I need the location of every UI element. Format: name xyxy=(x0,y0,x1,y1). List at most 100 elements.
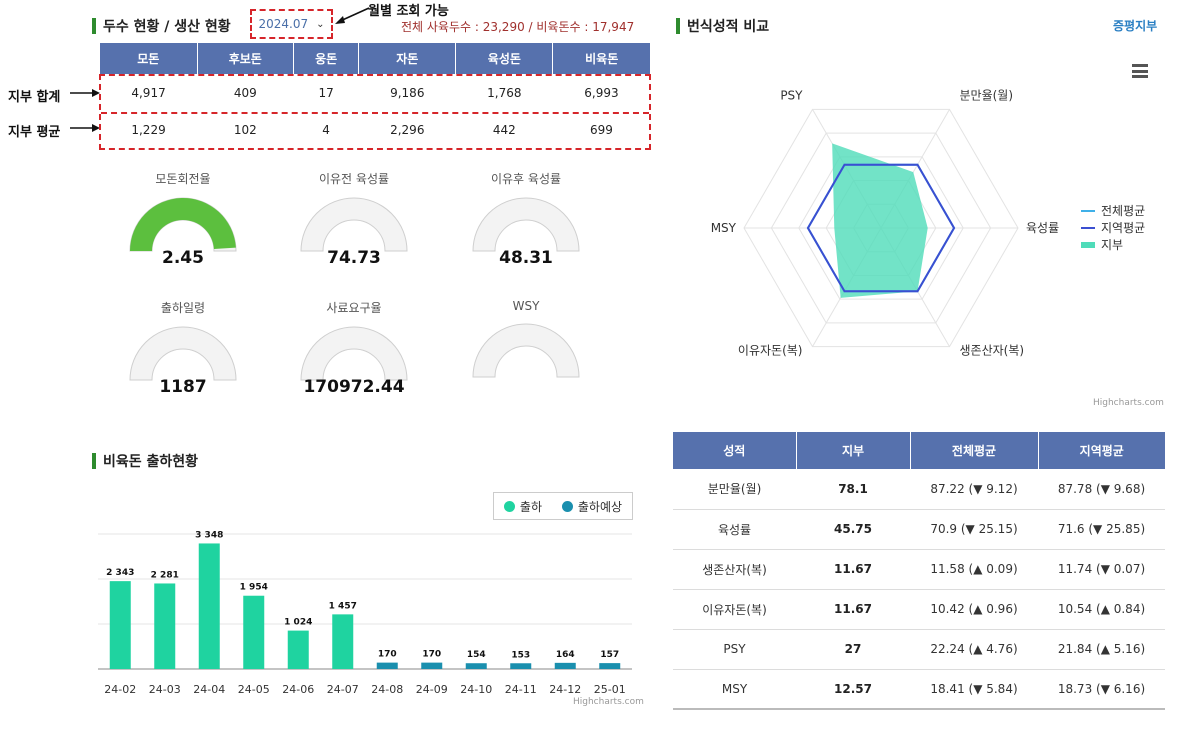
perf-header: 전체평균 xyxy=(910,432,1039,469)
gauge-arc xyxy=(300,197,408,252)
data-label: 164 xyxy=(556,650,575,660)
radar-axis-label: 이유자돈(복) xyxy=(738,344,803,358)
perf-cell: 12.57 xyxy=(796,669,910,710)
row-label-avg: 지부 평균 xyxy=(8,125,61,140)
data-label: 2 343 xyxy=(106,568,134,578)
bar[interactable] xyxy=(421,662,443,669)
table-row: 분만율(월) 78.1 87.22 (▼ 9.12) 87.78 (▼ 9.68) xyxy=(673,469,1165,510)
perf-cell: PSY xyxy=(673,629,796,670)
radar-section-title: 번식성적 비교 xyxy=(676,16,769,36)
table-row: PSY 27 22.24 (▲ 4.76) 21.84 (▲ 5.16) xyxy=(673,629,1165,670)
gauge-track xyxy=(300,326,408,381)
radar-credits[interactable]: Highcharts.com xyxy=(1093,398,1164,408)
perf-cell: MSY xyxy=(673,669,796,710)
table-row: MSY 12.57 18.41 (▼ 5.84) 18.73 (▼ 6.16) xyxy=(673,669,1165,710)
bar[interactable] xyxy=(332,614,354,669)
x-tick-label: 24-10 xyxy=(460,683,492,696)
x-tick-label: 24-05 xyxy=(238,683,270,696)
bar-legend: 출하 출하예상 xyxy=(493,492,633,520)
herd-header: 육성돈 xyxy=(455,43,554,74)
bar[interactable] xyxy=(154,583,176,669)
herd-cell: 409 xyxy=(233,86,257,100)
title-bar-marker xyxy=(92,18,96,34)
gauge-value: 48.31 xyxy=(499,248,553,268)
perf-header-row: 성적 지부 전체평균 지역평균 xyxy=(673,432,1165,469)
bar[interactable] xyxy=(287,630,309,669)
legend-label: 지부 xyxy=(1101,238,1124,252)
herd-header: 모돈 xyxy=(100,43,198,74)
bar[interactable] xyxy=(554,662,576,669)
gauge-value: 2.45 xyxy=(162,248,204,268)
gauge-value: 74.73 xyxy=(327,248,381,268)
perf-cell: 18.41 (▼ 5.84) xyxy=(910,669,1038,710)
legend-item[interactable]: 전체평균 xyxy=(1081,202,1145,219)
perf-cell: 육성률 xyxy=(673,509,796,550)
legend-item[interactable]: 출하예상 xyxy=(561,498,622,515)
herd-header-row: 모돈 후보돈 웅돈 자돈 육성돈 비육돈 xyxy=(100,43,650,74)
perf-cell: 21.84 (▲ 5.16) xyxy=(1038,629,1165,670)
month-value: 2024.07 xyxy=(258,17,309,31)
area-legend-icon xyxy=(1081,241,1095,248)
herd-cell: 6,993 xyxy=(584,86,619,100)
chart-credits[interactable]: Highcharts.com xyxy=(573,697,644,707)
radar-axis-label: 분만율(월) xyxy=(960,88,1014,102)
herd-cell: 102 xyxy=(233,123,257,137)
radar-area-branch[interactable] xyxy=(832,143,928,298)
herd-cell: 1,768 xyxy=(487,86,522,100)
legend-dot-icon xyxy=(503,500,515,512)
gauge: 이유후 육성률 48.31 xyxy=(456,170,596,268)
x-tick-label: 24-04 xyxy=(193,683,225,696)
perf-cell: 45.75 xyxy=(796,509,910,550)
performance-table: 성적 지부 전체평균 지역평균 분만율(월) 78.1 87.22 (▼ 9.12)… xyxy=(673,432,1165,710)
herd-cell: 699 xyxy=(589,123,613,137)
radar-line-1[interactable] xyxy=(806,163,956,293)
data-label: 1 457 xyxy=(329,601,357,611)
bar[interactable] xyxy=(599,663,621,669)
month-select[interactable]: 2024.07 ⌄ xyxy=(250,9,333,39)
data-label: 3 348 xyxy=(195,530,223,540)
bar[interactable] xyxy=(465,663,487,669)
perf-cell: 분만율(월) xyxy=(673,469,796,510)
bar[interactable] xyxy=(510,663,532,669)
legend-item[interactable]: 지역평균 xyxy=(1081,219,1145,236)
legend-item[interactable]: 출하 xyxy=(503,498,543,515)
legend-item[interactable]: 지부 xyxy=(1081,236,1145,253)
legend-label: 지역평균 xyxy=(1101,221,1146,235)
legend-label: 출하 xyxy=(519,499,543,514)
perf-body: 분만율(월) 78.1 87.22 (▼ 9.12) 87.78 (▼ 9.68) 육성… xyxy=(673,469,1165,710)
bar[interactable] xyxy=(109,581,131,669)
herd-section-title: 두수 현황 / 생산 현황 xyxy=(92,16,231,36)
perf-cell: 70.9 (▼ 25.15) xyxy=(910,509,1038,550)
perf-cell: 생존산자(복) xyxy=(673,549,796,590)
gauge-label: 이유후 육성률 xyxy=(490,172,562,186)
data-label: 1 954 xyxy=(240,583,268,593)
branch-link[interactable]: 증평지부 xyxy=(1113,19,1158,33)
herd-cell: 1,229 xyxy=(131,123,166,137)
bar[interactable] xyxy=(243,595,265,669)
chevron-down-icon: ⌄ xyxy=(316,18,325,30)
herd-cell: 9,186 xyxy=(390,86,425,100)
herd-summary: 전체 사육두수 : 23,290 / 비육돈수 : 17,947 xyxy=(401,20,635,34)
perf-cell: 71.6 (▼ 25.85) xyxy=(1038,509,1165,550)
x-tick-label: 24-02 xyxy=(104,683,136,696)
gauge-track xyxy=(300,197,408,252)
herd-cell: 4 xyxy=(322,123,330,137)
herd-title-text: 두수 현황 / 생산 현황 xyxy=(103,19,231,35)
x-tick-label: 24-06 xyxy=(282,683,314,696)
annotation-arrow-icon xyxy=(335,7,370,24)
perf-cell: 87.78 (▼ 9.68) xyxy=(1038,469,1165,510)
gauge-label: WSY xyxy=(512,299,540,313)
x-tick-label: 24-09 xyxy=(416,683,448,696)
perf-cell: 11.74 (▼ 0.07) xyxy=(1038,549,1165,590)
gauge: 출하일령 1187 xyxy=(113,299,253,397)
bar[interactable] xyxy=(198,543,220,669)
perf-header: 지부 xyxy=(796,432,911,469)
x-tick-label: 24-07 xyxy=(327,683,359,696)
shipment-bar-chart: 2 343 24-02 2 281 24-03 3 348 24-04 1 954 24-05… xyxy=(98,530,632,696)
gauge-fill xyxy=(130,198,236,251)
perf-cell: 11.58 (▲ 0.09) xyxy=(910,549,1038,590)
hamburger-menu-icon[interactable] xyxy=(1132,64,1148,78)
radar-axis-label: MSY xyxy=(711,221,737,235)
bar[interactable] xyxy=(376,662,398,669)
herd-header: 자돈 xyxy=(358,43,457,74)
